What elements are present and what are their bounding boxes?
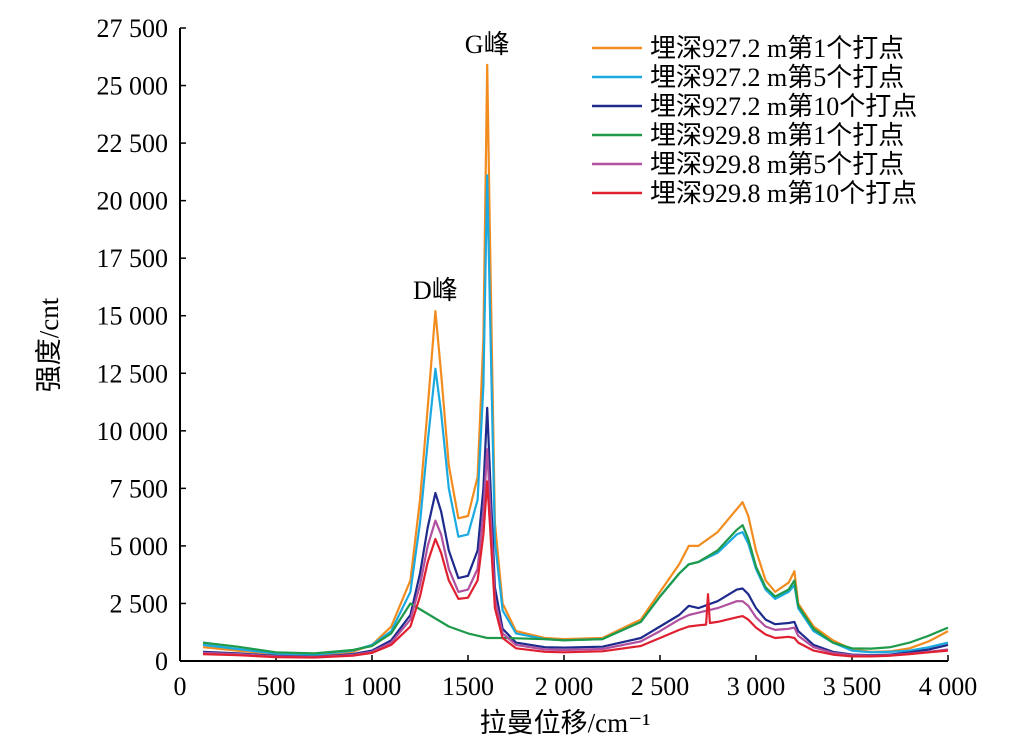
series-line <box>202 524 949 655</box>
series-line <box>202 406 949 658</box>
legend-label: 埋深927.2 m第10个打点 <box>650 92 917 121</box>
peak-annotation: G峰 <box>465 30 510 59</box>
x-tick-label: 3 000 <box>727 672 786 701</box>
y-tick-label: 27 500 <box>97 14 169 43</box>
y-tick-label: 25 000 <box>97 72 169 101</box>
series-line <box>202 63 949 657</box>
y-tick-label: 0 <box>155 647 168 676</box>
x-tick-label: 4 000 <box>919 672 978 701</box>
legend-label: 埋深929.8 m第5个打点 <box>650 150 904 179</box>
series-line <box>202 174 949 656</box>
y-tick-label: 22 500 <box>97 129 169 158</box>
y-tick-label: 5 000 <box>110 532 169 561</box>
x-tick-label: 0 <box>174 672 187 701</box>
legend-label: 埋深929.8 m第10个打点 <box>650 179 917 208</box>
y-tick-label: 10 000 <box>97 417 169 446</box>
x-tick-label: 500 <box>257 672 296 701</box>
y-tick-label: 15 000 <box>97 302 169 331</box>
series-line <box>202 480 949 659</box>
x-tick-label: 2 500 <box>631 672 690 701</box>
legend-label: 埋深927.2 m第5个打点 <box>650 63 904 92</box>
y-tick-label: 7 500 <box>110 474 169 503</box>
y-tick-label: 2 500 <box>110 589 169 618</box>
y-tick-label: 17 500 <box>97 244 169 273</box>
x-tick-label: 3 500 <box>823 672 882 701</box>
peak-annotation: D峰 <box>413 276 458 305</box>
x-tick-label: 1 000 <box>343 672 402 701</box>
x-tick-label: 2 000 <box>535 672 594 701</box>
axes: 0 2 500 5 000 7 500 10 000 12 500 15 000 17 500… <box>97 14 978 701</box>
y-tick-label: 20 000 <box>97 187 169 216</box>
x-tick-label: 1500 <box>442 672 494 701</box>
legend-label: 埋深927.2 m第1个打点 <box>650 34 904 63</box>
plot-lines <box>202 63 949 659</box>
legend-label: 埋深929.8 m第1个打点 <box>650 121 904 150</box>
series-line <box>202 448 949 659</box>
y-tick-label: 12 500 <box>97 359 169 388</box>
y-axis-title: 强度/cnt <box>34 297 64 392</box>
x-axis-title: 拉曼位移/cm⁻¹ <box>480 708 651 738</box>
annotations: D峰 G峰 <box>413 30 510 305</box>
